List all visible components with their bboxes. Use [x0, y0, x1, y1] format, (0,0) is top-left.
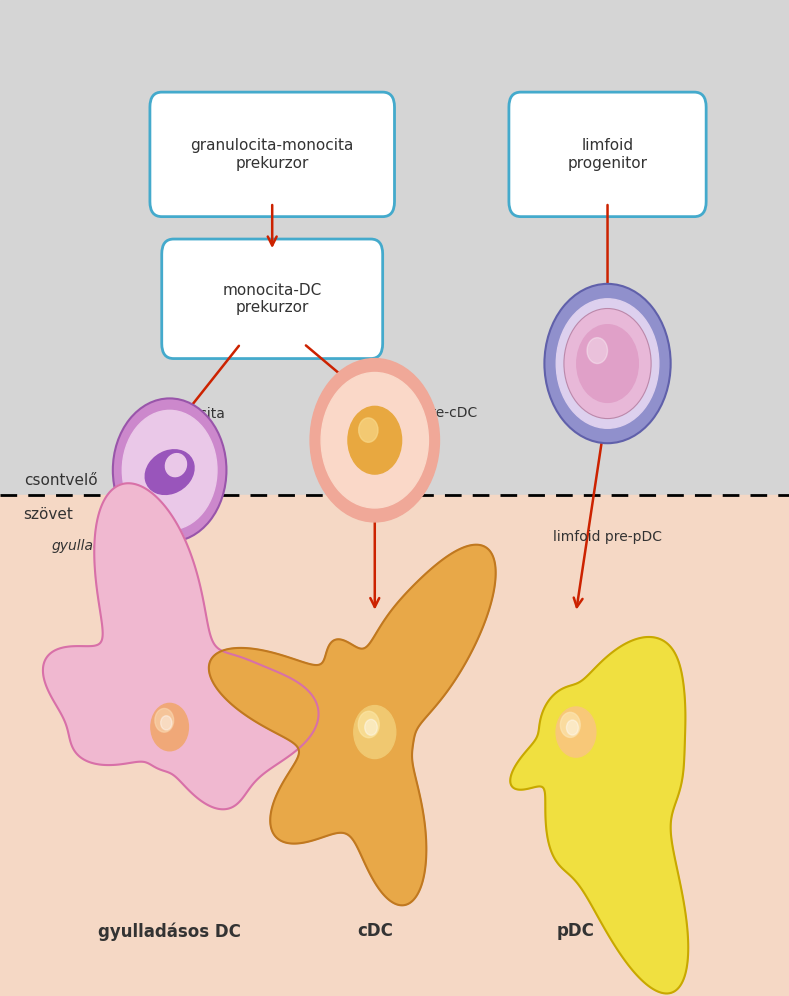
Circle shape	[560, 712, 580, 737]
Polygon shape	[209, 545, 495, 905]
Circle shape	[587, 338, 608, 364]
Text: limfoid
progenitor: limfoid progenitor	[567, 138, 648, 170]
Polygon shape	[510, 637, 688, 993]
Text: gyulladás: gyulladás	[51, 539, 118, 553]
Circle shape	[155, 708, 174, 732]
Circle shape	[365, 719, 377, 735]
Circle shape	[310, 359, 439, 522]
FancyBboxPatch shape	[162, 239, 383, 359]
Text: monocita: monocita	[161, 407, 226, 421]
Text: cDC: cDC	[357, 922, 393, 940]
Text: mieloid pre-cDC: mieloid pre-cDC	[366, 406, 478, 420]
Ellipse shape	[145, 450, 194, 494]
Circle shape	[358, 711, 380, 738]
Circle shape	[577, 325, 638, 402]
Circle shape	[564, 309, 651, 418]
Circle shape	[556, 299, 659, 428]
Circle shape	[321, 373, 428, 508]
Circle shape	[113, 398, 226, 542]
Bar	[0, 0, 789, 495]
Ellipse shape	[166, 453, 186, 477]
Text: gyulladásos DC: gyulladásos DC	[98, 922, 241, 940]
FancyBboxPatch shape	[509, 92, 706, 216]
Text: szövet: szövet	[24, 507, 73, 523]
Polygon shape	[43, 483, 319, 810]
Text: limfoid pre-pDC: limfoid pre-pDC	[553, 530, 662, 544]
Circle shape	[348, 406, 402, 474]
Circle shape	[544, 284, 671, 443]
FancyBboxPatch shape	[150, 92, 394, 216]
Text: granulocita-monocita
prekurzor: granulocita-monocita prekurzor	[190, 138, 354, 170]
Circle shape	[567, 720, 578, 735]
Bar	[0, 495, 789, 996]
Circle shape	[359, 418, 378, 442]
Text: monocita-DC
prekurzor: monocita-DC prekurzor	[222, 283, 322, 315]
Text: csontvelő: csontvelő	[24, 472, 97, 488]
Circle shape	[161, 716, 172, 730]
Text: pDC: pDC	[557, 922, 595, 940]
Circle shape	[556, 707, 596, 757]
Circle shape	[122, 410, 217, 530]
Circle shape	[353, 705, 396, 759]
Circle shape	[151, 703, 189, 751]
